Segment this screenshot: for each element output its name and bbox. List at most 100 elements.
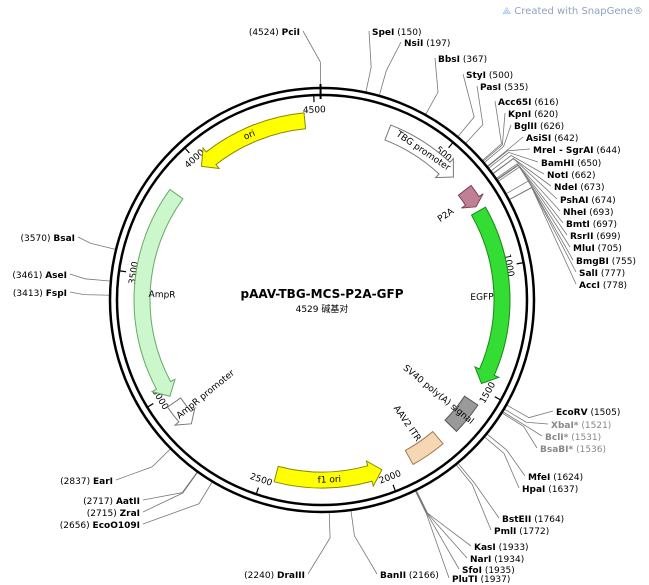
site-noti: NotI (662) — [547, 171, 595, 181]
site-line — [142, 471, 198, 501]
site-name: XbaI* — [551, 421, 579, 431]
site-line — [482, 112, 506, 163]
tick-label: 1500 — [478, 380, 498, 405]
site-name: SpeI — [372, 28, 394, 38]
site-position: (197) — [426, 39, 450, 49]
site-position: (3413) — [13, 289, 43, 299]
feature-label-egfp: EGFP — [470, 293, 494, 303]
site-line — [142, 471, 199, 513]
site-xbai: XbaI* (1521) — [551, 421, 611, 431]
site-position: (620) — [534, 110, 558, 120]
site-line — [115, 448, 172, 481]
site-position: (2240) — [244, 571, 274, 581]
site-name: MluI — [573, 244, 595, 254]
site-position: (1935) — [485, 566, 515, 576]
site-position: (1764) — [534, 515, 564, 525]
site-position: (3570) — [21, 234, 51, 244]
site-line — [508, 187, 577, 285]
site-position: (4524) — [249, 28, 279, 38]
site-line — [77, 236, 117, 250]
site-position: (644) — [596, 146, 620, 156]
site-name: PciI — [282, 28, 300, 38]
site-name: SalI — [579, 269, 598, 279]
site-name: PasI — [480, 83, 501, 93]
site-name: AccI — [579, 281, 600, 291]
site-position: (535) — [504, 83, 528, 93]
site-line — [488, 151, 539, 169]
site-line — [69, 273, 111, 282]
site-name: BmgBI — [576, 257, 609, 267]
site-name: EarI — [93, 477, 113, 487]
site-bsai: (3570) BsaI — [21, 234, 75, 244]
site-name: AseI — [45, 271, 67, 281]
site-pluti: PluTI (1937) — [452, 575, 510, 585]
site-line — [415, 489, 472, 547]
site-line — [465, 85, 484, 145]
site-name: KpnI — [508, 110, 531, 120]
site-aatii: (2717) AatII — [83, 497, 140, 507]
site-line — [486, 148, 531, 168]
feature-tbg-promoter — [384, 124, 454, 179]
feature-p2a — [457, 184, 484, 209]
site-asisi: AsiSI (642) — [526, 134, 578, 144]
feature-label-ampr-promoter: AmpR promoter — [175, 368, 237, 421]
site-name: SfoI — [462, 566, 482, 576]
site-position: (2717) — [83, 497, 113, 507]
site-name: HpaI — [522, 485, 545, 495]
tick-mark — [184, 147, 190, 154]
site-line — [142, 481, 213, 525]
site-position: (755) — [612, 257, 636, 267]
site-line — [69, 291, 111, 296]
site-position: (705) — [598, 244, 622, 254]
tick-mark — [255, 487, 260, 495]
site-bsabi: BsaBI* (1536) — [540, 445, 606, 455]
feature-label-ori: ori — [242, 129, 257, 143]
site-line — [414, 490, 450, 579]
site-sali: SalI (777) — [579, 269, 625, 279]
tick-label: 4500 — [303, 105, 327, 116]
site-position: (367) — [463, 55, 487, 65]
site-name: NarI — [470, 555, 491, 565]
site-zrai: (2715) ZraI — [87, 509, 140, 519]
site-name: EcoRV — [556, 408, 588, 418]
site-sfoi: SfoI (1935) — [462, 566, 515, 576]
site-position: (1536) — [576, 445, 606, 455]
site-position: (1934) — [494, 555, 524, 565]
site-position: (1505) — [590, 408, 620, 418]
site-line — [455, 464, 492, 531]
tick-label: 2000 — [378, 469, 403, 487]
site-bmti: BmtI (697) — [566, 220, 617, 230]
tick-mark — [448, 141, 454, 149]
site-position: (1531) — [571, 433, 601, 443]
site-bsteii: BstEII (1764) — [502, 515, 564, 525]
feature-f1-ori — [273, 459, 383, 489]
site-styi: StyI (500) — [466, 71, 513, 81]
site-line — [496, 164, 568, 236]
site-position: (699) — [596, 232, 620, 242]
site-mlui: MluI (705) — [573, 244, 622, 254]
site-line — [424, 57, 439, 116]
site-line — [501, 412, 538, 449]
tick-mark — [392, 484, 397, 492]
site-bbsi: BbsI (367) — [438, 55, 487, 65]
site-name: PmlI — [494, 527, 516, 537]
site-position: (150) — [397, 28, 421, 38]
tick-mark — [516, 262, 524, 265]
site-line — [302, 30, 321, 89]
site-line — [378, 41, 402, 96]
site-ndei: NdeI (673) — [554, 183, 605, 193]
site-name: KasI — [474, 543, 496, 553]
site-fspi: (3413) FspI — [13, 289, 67, 299]
feature-label-p2a: P2A — [436, 206, 457, 225]
site-kpni: KpnI (620) — [508, 110, 558, 120]
site-name: AsiSI — [526, 134, 551, 144]
site-line — [483, 436, 520, 489]
site-line — [505, 180, 574, 261]
site-name: BsaBI* — [540, 445, 573, 455]
feature-ori — [200, 112, 307, 170]
site-name: PluTI — [452, 575, 478, 585]
site-hpai: HpaI (1637) — [522, 485, 578, 495]
site-eari: (2837) EarI — [60, 477, 113, 487]
site-ecorv: EcoRV (1505) — [556, 408, 620, 418]
site-position: (674) — [591, 196, 615, 206]
